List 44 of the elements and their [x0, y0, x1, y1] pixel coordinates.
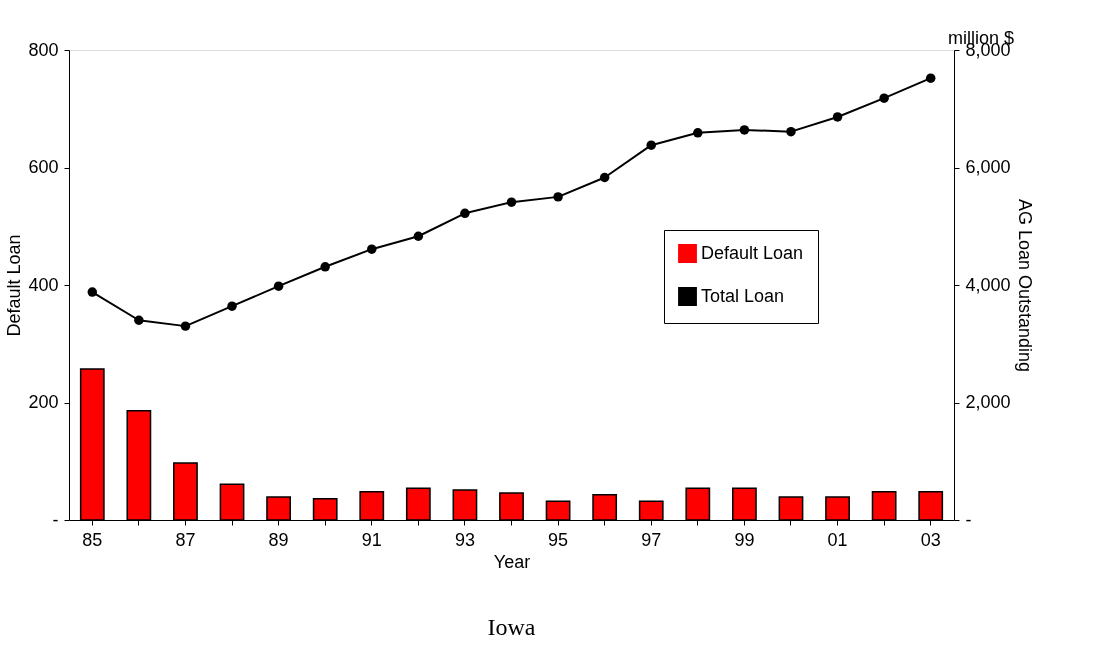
y2-tick-label: 4,000 — [965, 274, 1011, 295]
legend-label: Default Loan — [701, 242, 804, 263]
point — [693, 128, 703, 138]
y-axis-title: Default Loan — [4, 234, 25, 337]
y-tick-label: 800 — [28, 39, 59, 60]
point — [273, 281, 284, 291]
point — [87, 287, 98, 297]
x-tick-label: 91 — [361, 529, 382, 550]
x-axis-title: Year — [493, 551, 531, 572]
x-tick-label: 99 — [734, 529, 755, 550]
point — [925, 73, 936, 83]
x-tick-label: 03 — [920, 529, 941, 550]
point — [320, 262, 330, 272]
y2-axis-title: AG Loan Outstanding — [1014, 198, 1035, 373]
point — [180, 321, 191, 331]
point — [553, 192, 563, 202]
x-tick-label: 87 — [175, 529, 196, 550]
text: Iowa — [487, 614, 536, 640]
point — [786, 126, 796, 137]
point — [227, 301, 237, 311]
point — [879, 93, 889, 103]
x-tick-label: 01 — [827, 529, 848, 550]
y-tick-label: 600 — [28, 157, 59, 177]
x-tick-label: 93 — [454, 529, 475, 550]
y-tick-label: 400 — [28, 274, 59, 295]
x-tick-label: 95 — [548, 529, 569, 550]
y2-tick-label: - — [965, 509, 972, 530]
point — [460, 208, 470, 219]
point — [599, 172, 610, 183]
y-tick-label: - — [52, 509, 59, 530]
y-tick-label: 200 — [28, 392, 59, 412]
point — [646, 140, 656, 150]
point — [832, 112, 843, 122]
point — [506, 197, 517, 207]
point — [413, 231, 424, 241]
point — [367, 244, 377, 254]
legend-label: Total Loan — [701, 285, 785, 306]
x-tick-label: 85 — [82, 529, 103, 550]
x-tick-label: 89 — [268, 529, 289, 550]
point — [134, 315, 144, 325]
point — [739, 125, 750, 135]
x-tick-label: 97 — [641, 529, 662, 550]
y2-tick-label: 2,000 — [965, 392, 1011, 412]
y2-tick-label: 6,000 — [965, 157, 1011, 177]
